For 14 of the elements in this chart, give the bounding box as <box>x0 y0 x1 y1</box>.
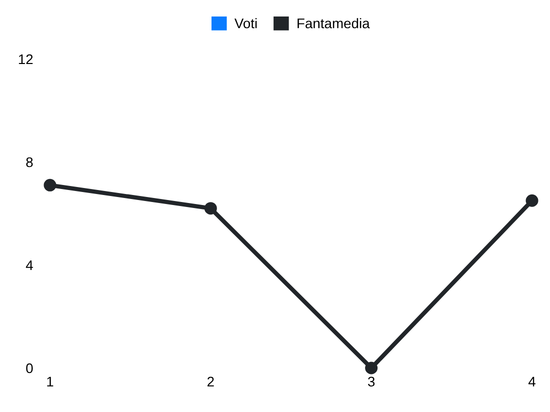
point <box>526 194 538 207</box>
y-tick-label: 4 <box>26 260 33 270</box>
point <box>44 178 56 192</box>
x-tick-label: 3 <box>368 376 375 387</box>
y-tick-label: 12 <box>18 54 33 64</box>
legend-label: Voti <box>234 18 257 28</box>
x-tick-label: 2 <box>208 376 214 386</box>
point <box>204 202 217 215</box>
legend-label: Fantamedia <box>298 18 370 28</box>
x-tick-label: 1 <box>47 376 54 386</box>
y-tick-label: 8 <box>26 157 33 168</box>
point <box>365 362 378 374</box>
y-tick-label: 0 <box>26 363 33 374</box>
x-tick-label: 4 <box>528 376 536 386</box>
